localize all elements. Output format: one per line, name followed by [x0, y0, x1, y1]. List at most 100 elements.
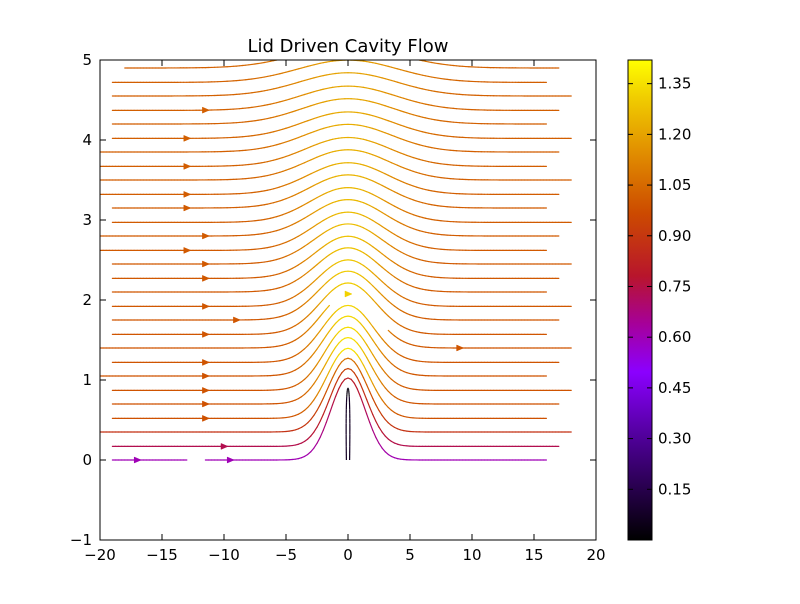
streamline-segment: [370, 323, 373, 327]
streamline-segment: [373, 430, 376, 437]
streamline-segment: [367, 331, 370, 335]
colorbar-tick-label: 0.90: [658, 227, 691, 245]
streamline-segment: [333, 384, 336, 391]
streamline-segment: [357, 343, 360, 347]
streamline-segment: [320, 384, 323, 390]
streamline: [112, 369, 558, 450]
streamline-arrow: [184, 191, 191, 197]
x-tick-label: −15: [146, 546, 178, 564]
streamline-segment: [320, 355, 323, 360]
streamline-segment: [360, 347, 363, 352]
streamline-segment: [382, 432, 385, 436]
streamline-segment: [308, 452, 311, 455]
streamline-segment: [379, 443, 382, 448]
streamline-arrow: [184, 163, 191, 169]
streamline-segment: [311, 369, 314, 373]
streamline-segment: [373, 398, 376, 404]
streamline-segment: [367, 414, 370, 423]
streamline-segment: [317, 303, 320, 306]
streamline-segment: [286, 57, 289, 58]
streamline-segment: [367, 293, 370, 296]
streamline-segment: [388, 346, 391, 349]
streamline-segment: [323, 349, 326, 354]
streamline-segment: [360, 336, 363, 340]
streamline-segment: [370, 363, 373, 369]
obstacle-streamline: [346, 388, 350, 460]
streamline-segment: [376, 390, 379, 395]
streamline-segment: [382, 384, 385, 388]
streamline-segment: [305, 423, 308, 426]
streamline-arrow: [184, 205, 191, 211]
streamline-segment: [388, 316, 391, 319]
streamline-segment: [314, 364, 317, 368]
axes-frame: [100, 60, 596, 540]
streamline-segment: [317, 316, 320, 320]
streamline-segment: [376, 303, 379, 306]
streamline-segment: [367, 357, 370, 363]
streamline-segment: [370, 270, 373, 273]
streamline-segment: [351, 370, 354, 373]
streamline-segment: [333, 360, 336, 366]
streamline-segment: [388, 407, 391, 410]
streamline-segment: [326, 305, 329, 309]
streamline-segment: [336, 366, 339, 371]
streamline-segment: [376, 262, 379, 265]
streamline-segment: [367, 399, 370, 407]
streamline-segment: [382, 448, 385, 452]
streamline-segment: [320, 327, 323, 331]
streamline-segment: [364, 327, 367, 331]
streamline-segment: [391, 333, 394, 336]
streamline-segment: [382, 369, 385, 373]
streamline-segment: [317, 345, 320, 349]
streamline-segment: [317, 360, 320, 365]
streamline-segment: [385, 452, 388, 455]
streamline-segment: [364, 365, 367, 371]
streamline-segment: [305, 376, 308, 379]
streamline-segment: [354, 362, 357, 366]
streamline-segment: [370, 336, 373, 341]
streamline-segment: [357, 355, 360, 360]
colorbar-tick-label: 0.30: [658, 430, 691, 448]
streamline-segment: [357, 320, 360, 323]
streamline-segment: [311, 324, 314, 327]
streamline-segment: [370, 283, 373, 286]
streamline-arrow: [227, 457, 234, 463]
streamline-segment: [308, 388, 311, 392]
streamline-segment: [357, 366, 360, 371]
streamline-segment: [342, 370, 345, 373]
streamline-segment: [329, 290, 332, 293]
streamline-segment: [314, 395, 317, 400]
streamline-segment: [323, 270, 326, 273]
streamline: [112, 60, 546, 82]
streamline-segment: [320, 259, 323, 262]
streamline-segment: [329, 352, 332, 357]
y-tick-label: 5: [82, 51, 92, 69]
streamline-segment: [305, 316, 308, 319]
y-tick-label: −1: [70, 531, 92, 549]
streamline-segment: [326, 414, 329, 423]
streamline-segment: [320, 398, 323, 404]
streamline-segment: [323, 336, 326, 341]
streamline-segment: [311, 432, 314, 436]
streamline-segment: [379, 306, 382, 309]
streamline-segment: [373, 384, 376, 390]
streamline-segment: [370, 378, 373, 384]
streamline-arrow: [202, 275, 209, 281]
streamline-segment: [314, 379, 317, 384]
streamline-segment: [388, 301, 391, 304]
y-tick-label: 4: [82, 131, 92, 149]
streamline-segment: [323, 422, 326, 430]
streamline-arrow: [202, 233, 209, 239]
streamline-segment: [336, 343, 339, 347]
streamline-segment: [326, 357, 329, 363]
streamline-segment: [354, 383, 357, 389]
streamline-segment: [333, 347, 336, 352]
streamline-segment: [388, 423, 391, 426]
streamline-segment: [314, 306, 317, 309]
streamline-segment: [379, 364, 382, 368]
streamline-segment: [385, 313, 388, 316]
streamline-segment: [370, 392, 373, 399]
streamline-segment: [373, 259, 376, 262]
streamline-arrow: [202, 303, 209, 309]
streamline-segment: [376, 345, 379, 349]
